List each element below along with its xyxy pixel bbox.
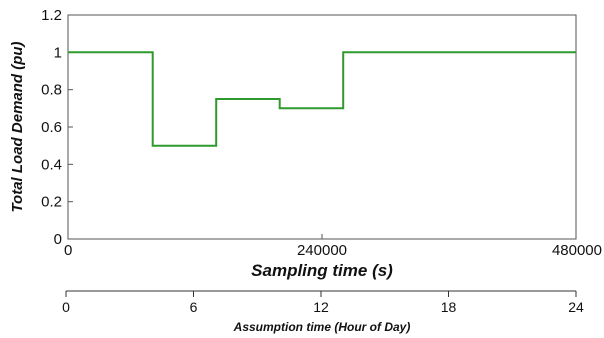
y-tick-label: 0.8 <box>41 82 62 99</box>
secondary-x-tick-label: 6 <box>190 299 198 315</box>
secondary-x-tick-label: 12 <box>313 299 329 315</box>
y-tick-label: 0.2 <box>41 194 62 211</box>
secondary-x-tick-label: 24 <box>568 299 584 315</box>
y-axis-label: Total Load Demand (pu) <box>9 41 26 212</box>
y-tick-label: 0.4 <box>41 156 62 173</box>
x-tick-label: 0 <box>64 242 72 259</box>
x-tick-label: 480000 <box>552 242 602 259</box>
plot-area <box>67 14 577 240</box>
x-axis-ticks: 0 240000 480000 <box>64 234 602 259</box>
y-tick-label: 0 <box>54 231 62 248</box>
secondary-x-axis-ticks: 0 6 12 18 24 <box>62 291 584 315</box>
y-tick-label: 0.6 <box>41 119 62 136</box>
x-axis-label: Sampling time (s) <box>251 261 393 280</box>
secondary-x-tick-label: 18 <box>441 299 457 315</box>
secondary-x-tick-label: 0 <box>62 299 70 315</box>
x-tick-label: 240000 <box>297 242 347 259</box>
load-demand-line <box>68 51 576 147</box>
secondary-x-axis-label: Assumption time (Hour of Day) <box>233 320 411 334</box>
y-tick-label: 1 <box>54 44 62 61</box>
y-tick-label: 1.2 <box>41 7 62 24</box>
